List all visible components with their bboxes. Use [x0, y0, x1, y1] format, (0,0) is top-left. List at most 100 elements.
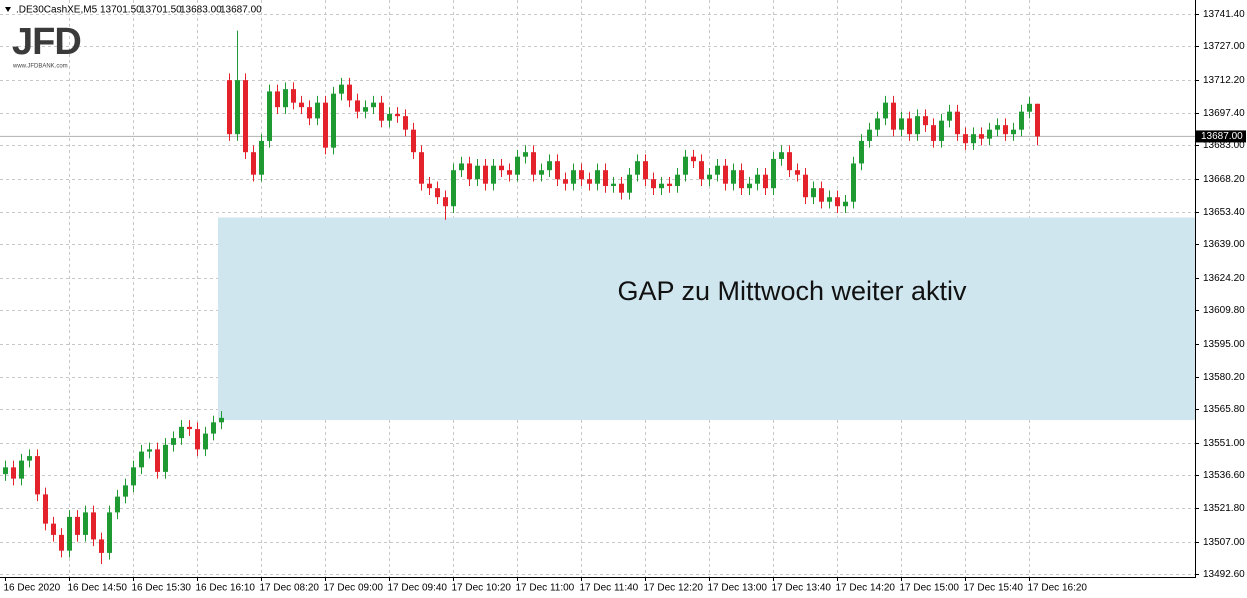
candle-body	[3, 467, 8, 475]
candle-body	[211, 422, 216, 434]
candle-body	[179, 426, 184, 439]
candle-body	[827, 197, 832, 202]
y-tick-label: 13595.00	[1203, 339, 1245, 350]
candle-body	[723, 165, 728, 184]
candle-body	[283, 89, 288, 108]
candle-body	[387, 113, 392, 121]
candle-body	[435, 188, 440, 198]
current-price-label: 13687.00	[1201, 131, 1243, 142]
candle-body	[803, 174, 808, 198]
menu-arrow	[5, 7, 11, 12]
candle-body	[627, 174, 632, 193]
candle-body	[931, 125, 936, 141]
candle-body	[699, 161, 704, 180]
x-tick-label: 16 Dec 2020	[4, 583, 61, 594]
candle-body	[795, 170, 800, 175]
candle-body	[787, 152, 792, 171]
candle-body	[923, 116, 928, 126]
candle-body	[507, 170, 512, 175]
candle-body	[323, 102, 328, 148]
x-tick-label: 17 Dec 13:40	[772, 583, 832, 594]
candle-body	[667, 183, 672, 186]
candle-body	[275, 91, 280, 108]
candle-body	[467, 163, 472, 180]
candle-body	[899, 118, 904, 130]
candle-body	[27, 456, 32, 461]
candle-body	[291, 89, 296, 103]
candle-body	[1019, 111, 1024, 130]
candle-body	[459, 163, 464, 171]
candle-body	[123, 485, 128, 497]
candle-body	[171, 438, 176, 445]
candle-body	[739, 170, 744, 189]
y-tick-label: 13697.40	[1203, 108, 1245, 119]
candle-body	[819, 188, 824, 202]
candle-body	[379, 102, 384, 121]
y-tick-label: 13727.00	[1203, 41, 1245, 52]
candle-body	[139, 451, 144, 468]
candle-body	[539, 170, 544, 175]
candle-body	[747, 183, 752, 189]
candle-body	[411, 129, 416, 153]
candle-body	[147, 449, 152, 452]
candle-body	[715, 165, 720, 175]
candle-body	[371, 102, 376, 108]
candle-body	[619, 183, 624, 193]
candle-body	[755, 174, 760, 184]
candle-body	[339, 84, 344, 94]
x-tick-label: 17 Dec 15:40	[964, 583, 1024, 594]
gap-zone	[218, 217, 1195, 421]
candle-body	[675, 174, 680, 186]
candle-body	[195, 429, 200, 450]
candle-body	[587, 179, 592, 184]
candle-body	[347, 84, 352, 101]
candle-body	[851, 163, 856, 202]
y-tick-label: 13609.80	[1203, 305, 1245, 316]
candle-body	[331, 93, 336, 148]
candle-body	[843, 201, 848, 207]
candle-body	[947, 111, 952, 121]
x-tick-label: 17 Dec 11:40	[580, 583, 639, 594]
candle-body	[35, 456, 40, 495]
candle-body	[363, 107, 368, 112]
candle-body	[547, 161, 552, 171]
candle-body	[531, 152, 536, 175]
candle-body	[443, 197, 448, 207]
candle-body	[307, 107, 312, 119]
candle-body	[579, 170, 584, 180]
candle-body	[491, 165, 496, 184]
candle-body	[315, 102, 320, 119]
candle-body	[83, 512, 88, 535]
candle-body	[659, 183, 664, 189]
header-value: 13701.50	[140, 5, 182, 16]
y-tick-label: 13653.40	[1203, 207, 1245, 218]
candle-body	[1027, 103, 1032, 112]
candle-body	[555, 161, 560, 180]
x-tick-label: 17 Dec 10:20	[452, 583, 512, 594]
candle-body	[203, 433, 208, 450]
candle-body	[219, 417, 224, 423]
candle-body	[427, 183, 432, 189]
candle-body	[891, 102, 896, 130]
candle-body	[499, 165, 504, 171]
candle-body	[91, 512, 96, 540]
candle-body	[835, 197, 840, 207]
y-tick-label: 13492.60	[1203, 569, 1245, 580]
candle-body	[563, 179, 568, 184]
candle-body	[867, 129, 872, 141]
candle-body	[451, 170, 456, 207]
candle-body	[227, 80, 232, 135]
candle-body	[267, 91, 272, 141]
candle-body	[67, 516, 72, 551]
candle-body	[779, 152, 784, 159]
axis-labels: 13741.40 13727.00 13712.20 13697.40 13683.00…	[4, 9, 1246, 594]
candle-body	[395, 113, 400, 117]
candle-body	[571, 170, 576, 184]
candle-body	[115, 496, 120, 513]
candle-body	[523, 152, 528, 157]
x-tick-label: 17 Dec 12:20	[644, 583, 704, 594]
candle-body	[75, 516, 80, 535]
candle-body	[635, 161, 640, 175]
